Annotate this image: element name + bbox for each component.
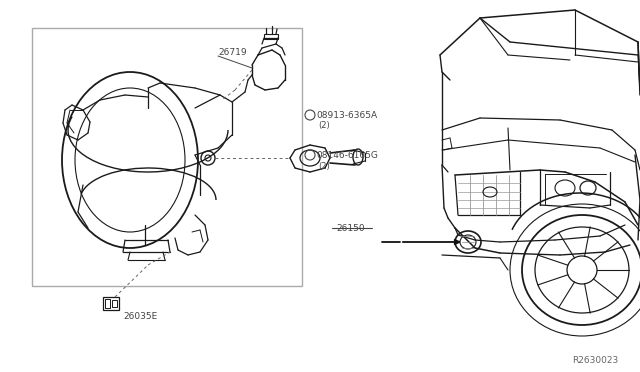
Bar [112, 300, 117, 307]
Text: (2): (2) [318, 121, 330, 130]
Bar [105, 299, 110, 308]
Text: 26035E: 26035E [123, 312, 157, 321]
Text: (2): (2) [318, 162, 330, 171]
Bar [264, 34, 278, 39]
Bar [32, 28, 302, 286]
Text: R2630023: R2630023 [572, 356, 618, 365]
Text: 08913-6365A: 08913-6365A [316, 111, 377, 120]
Text: 26150: 26150 [336, 224, 365, 233]
Text: 08146-6165G: 08146-6165G [316, 151, 378, 160]
Bar [103, 297, 119, 310]
Text: 26719: 26719 [218, 48, 246, 57]
